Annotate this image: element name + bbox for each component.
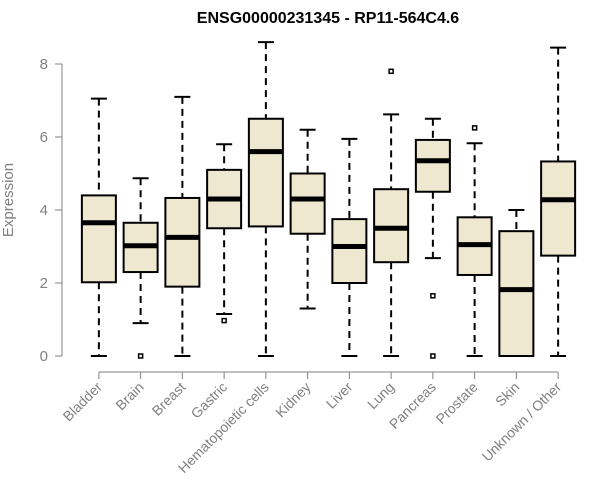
box-iqr <box>540 160 577 257</box>
box-lung <box>373 68 410 357</box>
box-iqr <box>373 188 410 264</box>
chart-title: ENSG00000231345 - RP11-564C4.6 <box>197 10 460 27</box>
box-liver <box>331 137 368 357</box>
x-tick-label: Prostate <box>433 379 481 427</box>
box-brain <box>122 177 159 359</box>
outlier-point <box>471 125 478 131</box>
box-iqr <box>331 218 368 284</box>
outlier-point <box>430 353 436 359</box>
outlier-point <box>388 68 394 75</box>
x-tick-label: Unknown / Other <box>479 379 565 465</box>
x-tick-label: Bladder <box>60 379 106 425</box>
box-breast <box>164 95 201 357</box>
y-tick-label: 2 <box>40 275 48 292</box>
box-iqr <box>247 117 284 228</box>
boxes <box>80 41 577 359</box>
box-iqr <box>289 172 326 235</box>
y-tick-label: 8 <box>40 56 48 73</box>
box-iqr <box>498 230 535 357</box>
x-tick-label: Liver <box>323 379 356 412</box>
outlier-point <box>221 317 227 324</box>
box-unknown-other <box>540 46 577 357</box>
y-axis-label: Expression <box>0 163 17 237</box>
outlier-point <box>137 353 144 359</box>
box-prostate <box>456 125 493 357</box>
box-iqr <box>80 194 117 284</box>
x-tick-label: Brain <box>112 379 146 413</box>
y-axis: 0 2 4 6 8 <box>40 56 63 365</box>
x-tick-label: Lung <box>364 379 397 412</box>
x-tick-label: Kidney <box>272 379 314 421</box>
box-bladder <box>80 97 117 357</box>
box-pancreas <box>414 117 451 359</box>
outlier-point <box>430 293 436 299</box>
box-gastric <box>206 143 243 324</box>
y-tick-label: 6 <box>40 129 48 146</box>
box-kidney <box>289 128 326 310</box>
x-tick-label: Skin <box>492 379 523 410</box>
y-tick-label: 0 <box>40 348 48 365</box>
x-tick-label: Breast <box>149 379 189 419</box>
box-iqr <box>414 138 451 193</box>
y-tick-label: 4 <box>40 202 48 219</box>
box-iqr <box>164 196 201 288</box>
box-hematopoietic-cells <box>247 41 284 357</box>
box-skin <box>498 209 535 357</box>
